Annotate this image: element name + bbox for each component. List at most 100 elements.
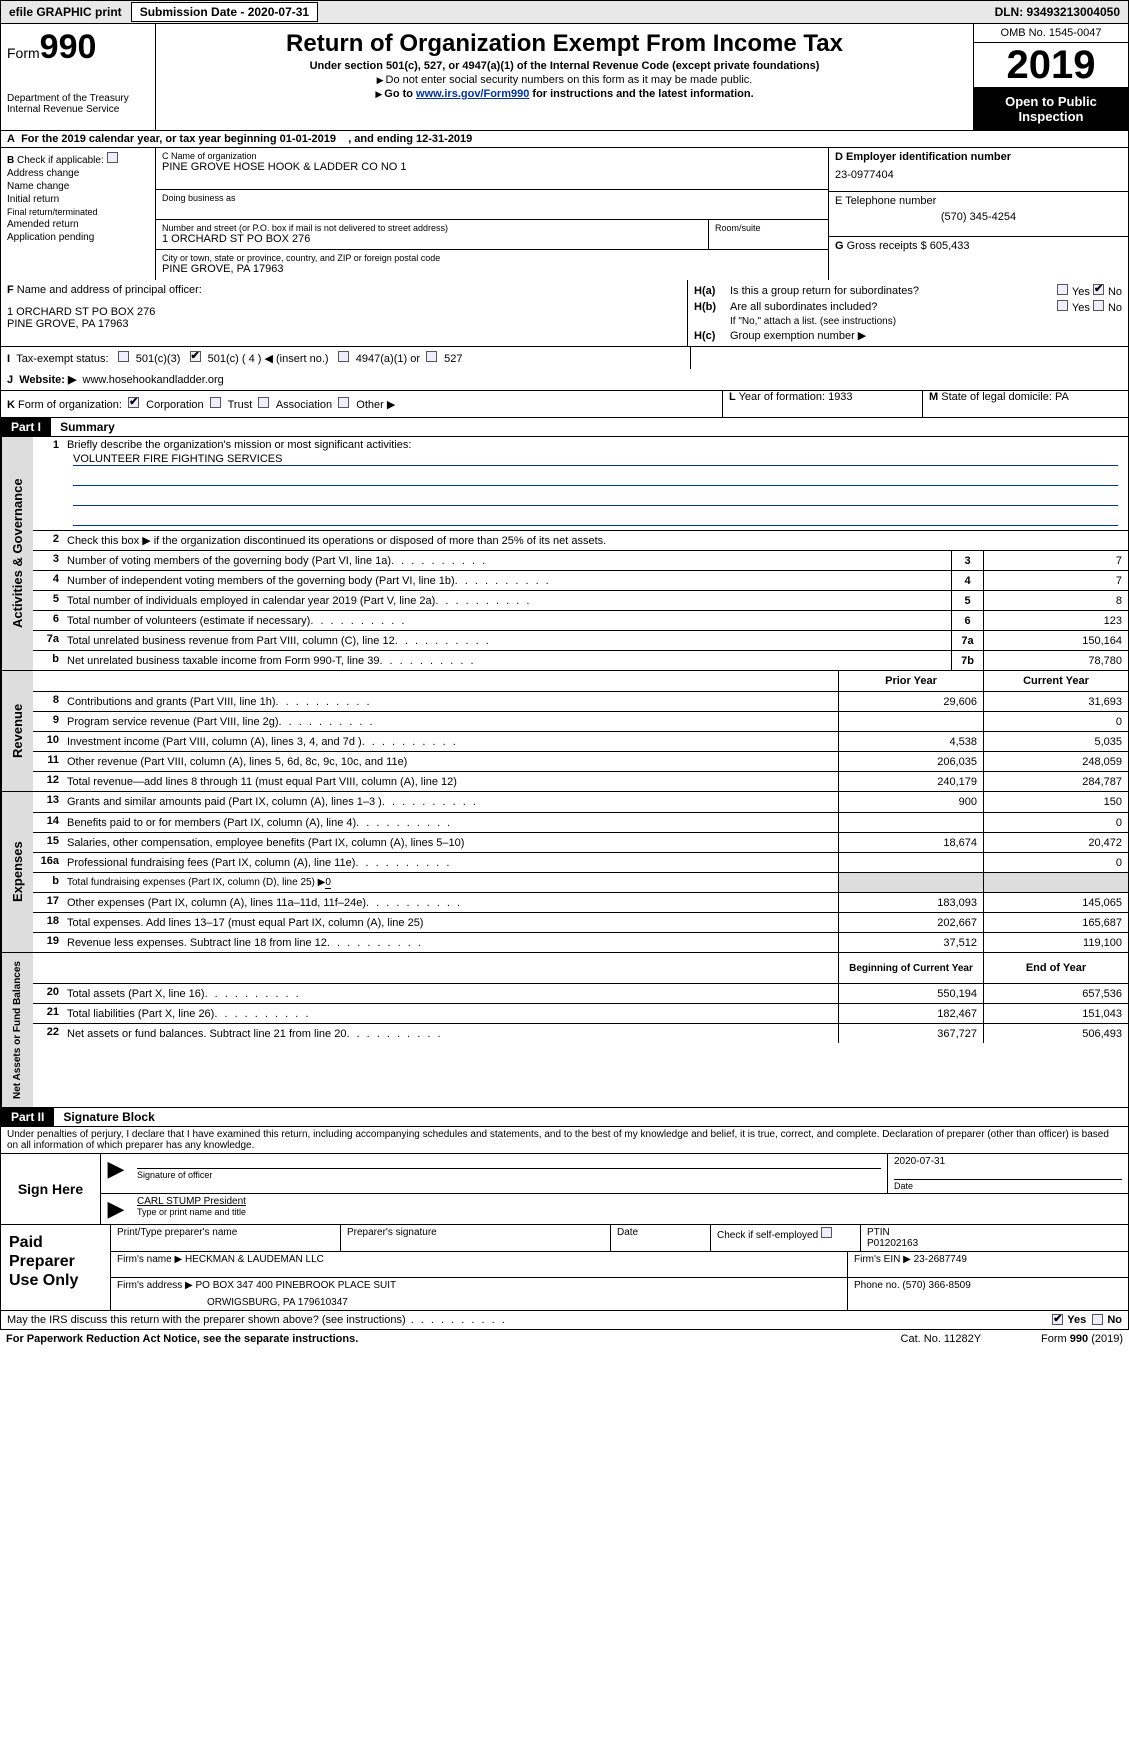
- c16b-shade: [983, 873, 1128, 892]
- c17: 145,065: [983, 893, 1128, 912]
- part-ii-label: Part II: [1, 1108, 54, 1126]
- p20: 550,194: [838, 984, 983, 1003]
- amended-return-label: Amended return: [7, 219, 79, 230]
- firm-phone: (570) 366-8509: [902, 1280, 970, 1291]
- c19: 119,100: [983, 933, 1128, 952]
- hdr-beg: Beginning of Current Year: [838, 953, 983, 983]
- app-pending-label: Application pending: [7, 232, 94, 243]
- row-i-tax-status: I Tax-exempt status: 501(c)(3) 501(c) ( …: [0, 347, 1129, 369]
- discuss-no-checkbox[interactable]: [1092, 1314, 1103, 1325]
- col-h-group: H(a) Is this a group return for subordin…: [688, 280, 1128, 346]
- discuss-yes-checkbox[interactable]: [1052, 1314, 1063, 1325]
- phone-value: (570) 345-4254: [835, 211, 1122, 223]
- sig-date-value: 2020-07-31: [894, 1156, 1122, 1167]
- ptin-label: PTIN: [867, 1227, 1122, 1238]
- c13: 150: [983, 792, 1128, 812]
- p19: 37,512: [838, 933, 983, 952]
- c8: 31,693: [983, 692, 1128, 711]
- corp-checkbox[interactable]: [128, 397, 139, 408]
- p15: 18,674: [838, 833, 983, 852]
- form-title: Return of Organization Exempt From Incom…: [166, 30, 963, 58]
- officer-name-title: CARL STUMP President: [137, 1196, 1122, 1207]
- org-name: PINE GROVE HOSE HOOK & LADDER CO NO 1: [162, 161, 822, 173]
- val-7a: 150,164: [983, 631, 1128, 650]
- sig-officer-label: Signature of officer: [137, 1168, 881, 1180]
- form-subtitle: Under section 501(c), 527, or 4947(a)(1)…: [166, 60, 963, 72]
- pt-name-label: Print/Type preparer's name: [111, 1225, 341, 1251]
- c11: 248,059: [983, 752, 1128, 771]
- self-employed-checkbox[interactable]: [821, 1227, 832, 1238]
- 527-checkbox[interactable]: [426, 351, 437, 362]
- c12: 284,787: [983, 772, 1128, 791]
- header-center: Return of Organization Exempt From Incom…: [156, 24, 973, 130]
- c14: 0: [983, 813, 1128, 832]
- officer-addr1: 1 ORCHARD ST PO BOX 276: [7, 306, 681, 318]
- val-7b: 78,780: [983, 651, 1128, 670]
- other-checkbox[interactable]: [338, 397, 349, 408]
- row-a-tax-year: A For the 2019 calendar year, or tax yea…: [0, 131, 1129, 148]
- 501c-checkbox[interactable]: [190, 351, 201, 362]
- 4947-checkbox[interactable]: [338, 351, 349, 362]
- net-assets-section: Net Assets or Fund Balances Beginning of…: [0, 953, 1129, 1108]
- submission-date: Submission Date - 2020-07-31: [131, 2, 318, 22]
- goto-pre: Go to: [384, 88, 416, 100]
- val-5: 8: [983, 591, 1128, 610]
- header-right: OMB No. 1545-0047 2019 Open to Public In…: [973, 24, 1128, 130]
- part-i-title: Summary: [54, 418, 121, 436]
- row-j-website: J Website: ▶ www.hosehookandladder.org: [0, 369, 1129, 391]
- street-label: Number and street (or P.O. box if mail i…: [162, 223, 708, 233]
- ein-value: 23-0977404: [835, 169, 1122, 181]
- perjury-statement: Under penalties of perjury, I declare th…: [0, 1127, 1129, 1154]
- c16a: 0: [983, 853, 1128, 872]
- efile-label: efile GRAPHIC print: [1, 5, 130, 19]
- pra-notice: For Paperwork Reduction Act Notice, see …: [6, 1333, 358, 1345]
- dept-treasury: Department of the Treasury: [7, 93, 149, 104]
- c20: 657,536: [983, 984, 1128, 1003]
- p14: [838, 813, 983, 832]
- part-ii-header-row: Part II Signature Block: [0, 1108, 1129, 1127]
- form-number: 990: [40, 28, 97, 66]
- website-value: www.hosehookandladder.org: [83, 374, 224, 386]
- c10: 5,035: [983, 732, 1128, 751]
- p12: 240,179: [838, 772, 983, 791]
- state-domicile: State of legal domicile: PA: [941, 391, 1069, 403]
- pt-date-label: Date: [611, 1225, 711, 1251]
- part-ii-title: Signature Block: [57, 1108, 160, 1126]
- fundraising-val: 0: [325, 877, 331, 889]
- year-formation: Year of formation: 1933: [739, 391, 853, 403]
- p9: [838, 712, 983, 731]
- warn-text: Do not enter social security numbers on …: [386, 74, 753, 86]
- firm-name: HECKMAN & LAUDEMAN LLC: [185, 1254, 324, 1265]
- hb-no-checkbox[interactable]: [1093, 300, 1104, 311]
- city-state-zip: PINE GROVE, PA 17963: [162, 263, 822, 275]
- 501c3-checkbox[interactable]: [118, 351, 129, 362]
- omb-number: OMB No. 1545-0047: [974, 24, 1128, 43]
- street-address: 1 ORCHARD ST PO BOX 276: [162, 233, 708, 245]
- firm-addr2: ORWIGSBURG, PA 179610347: [207, 1297, 841, 1308]
- tab-expenses: Expenses: [1, 792, 33, 952]
- revenue-section: Revenue Prior YearCurrent Year 8Contribu…: [0, 671, 1129, 792]
- row-f-h: F Name and address of principal officer:…: [0, 280, 1129, 347]
- governance-section: Activities & Governance 1 Briefly descri…: [0, 437, 1129, 671]
- mission-text: VOLUNTEER FIRE FIGHTING SERVICES: [73, 453, 1118, 466]
- ha-yes-checkbox[interactable]: [1057, 284, 1068, 295]
- final-return-label: Final return/terminated: [7, 207, 98, 217]
- gross-receipts: Gross receipts $ 605,433: [847, 240, 970, 252]
- initial-return-label: Initial return: [7, 194, 59, 205]
- cat-no: Cat. No. 11282Y: [901, 1333, 982, 1345]
- tab-net-assets: Net Assets or Fund Balances: [1, 953, 33, 1107]
- addr-change-label: Address change: [7, 168, 79, 179]
- goto-link[interactable]: www.irs.gov/Form990: [416, 88, 529, 100]
- checkbox-applicable[interactable]: [107, 152, 118, 163]
- tab-governance: Activities & Governance: [1, 437, 33, 670]
- ha-no-checkbox[interactable]: [1093, 284, 1104, 295]
- hb-yes-checkbox[interactable]: [1057, 300, 1068, 311]
- trust-checkbox[interactable]: [210, 397, 221, 408]
- dept-irs: Internal Revenue Service: [7, 104, 149, 115]
- assoc-checkbox[interactable]: [258, 397, 269, 408]
- p11: 206,035: [838, 752, 983, 771]
- col-f-officer: F Name and address of principal officer:…: [1, 280, 688, 346]
- discuss-row: May the IRS discuss this return with the…: [0, 1311, 1129, 1330]
- officer-addr2: PINE GROVE, PA 17963: [7, 318, 681, 330]
- hdr-end: End of Year: [983, 953, 1128, 983]
